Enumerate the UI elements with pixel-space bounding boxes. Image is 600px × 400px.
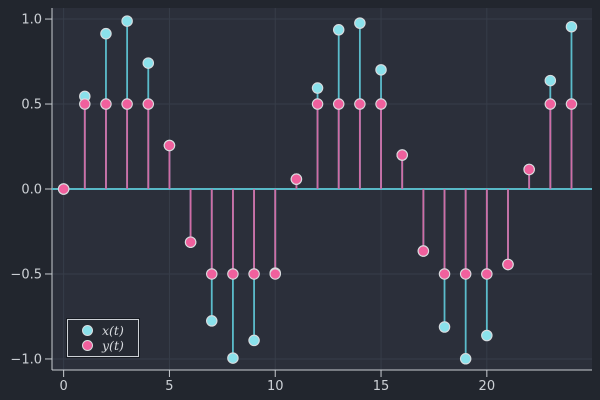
marker-y [163, 139, 176, 152]
marker-y [100, 98, 112, 110]
marker-y [269, 268, 281, 280]
marker-y [142, 98, 155, 110]
marker-y [396, 149, 408, 161]
y-tick-label: 1.0 [21, 13, 42, 28]
marker-x [354, 17, 366, 29]
legend-entry-x: x(t) [82, 324, 138, 337]
marker-y [544, 98, 557, 110]
marker-y [57, 183, 70, 195]
marker-y [206, 268, 218, 280]
marker-y [79, 98, 91, 110]
marker-y [290, 173, 303, 185]
marker-y [227, 268, 239, 280]
marker-x [544, 74, 557, 87]
marker-y [459, 268, 472, 280]
marker-y [248, 268, 260, 280]
marker-y [502, 258, 514, 271]
marker-y [523, 163, 535, 176]
marker-y [311, 98, 324, 110]
marker-x [332, 24, 345, 36]
marker-x [100, 27, 112, 40]
y-tick-label: 0.5 [21, 98, 42, 113]
y-tick-label: 0.0 [21, 183, 42, 198]
y-tick-label: −0.5 [10, 267, 42, 282]
y-tick-label: −1.0 [10, 352, 42, 367]
legend-box: x(t) y(t) [67, 319, 139, 357]
x-tick-label: 10 [267, 379, 284, 394]
marker-x [121, 15, 133, 27]
legend-label-x: x(t) [102, 323, 124, 338]
legend-marker-y-icon [82, 340, 93, 351]
marker-x [565, 20, 578, 33]
marker-y [332, 98, 345, 110]
marker-x [311, 82, 324, 94]
marker-y [121, 98, 133, 110]
marker-x [248, 334, 260, 347]
legend-entry-y: y(t) [82, 339, 138, 352]
marker-x [227, 352, 239, 364]
x-tick-label: 5 [165, 379, 173, 394]
marker-y [565, 98, 578, 110]
legend-label-y: y(t) [102, 338, 124, 353]
x-tick-label: 0 [59, 379, 67, 394]
marker-y [438, 268, 451, 280]
marker-x [375, 64, 387, 76]
marker-y [354, 98, 366, 110]
marker-y [481, 268, 493, 280]
x-tick-label: 15 [373, 379, 390, 394]
marker-x [438, 321, 451, 333]
x-tick-label: 20 [479, 379, 496, 394]
marker-y [184, 236, 197, 248]
legend-marker-x-icon [82, 325, 93, 336]
marker-x [206, 315, 218, 327]
marker-y [417, 245, 430, 257]
marker-x [481, 329, 493, 342]
marker-y [375, 98, 387, 110]
marker-x [142, 57, 155, 69]
marker-x [459, 353, 472, 365]
